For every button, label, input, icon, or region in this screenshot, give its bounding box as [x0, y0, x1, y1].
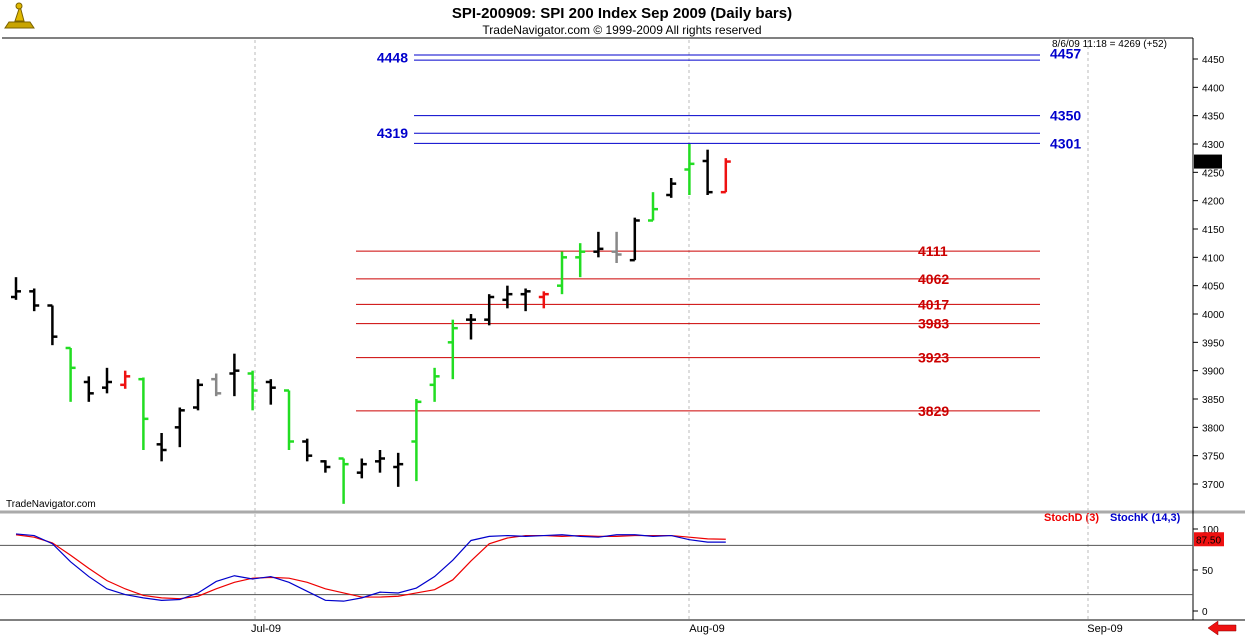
stoch-y-tick-label: 50 — [1202, 566, 1214, 577]
y-tick-label: 3700 — [1202, 480, 1225, 491]
y-tick-label: 4150 — [1202, 225, 1225, 236]
support-label: 4062 — [918, 271, 949, 287]
y-tick-label: 4450 — [1202, 55, 1225, 66]
copyright-subtitle: TradeNavigator.com © 1999-2009 All right… — [482, 23, 761, 37]
y-tick-label: 4400 — [1202, 83, 1225, 94]
support-label: 4017 — [918, 296, 949, 312]
last-quote-readout: 8/6/09 11:18 = 4269 (+52) — [1052, 39, 1167, 50]
stoch-last-value-flag — [1194, 532, 1224, 547]
stoch-y-tick-label: 0 — [1202, 607, 1208, 618]
y-tick-label: 4100 — [1202, 253, 1225, 264]
stochk-legend: StochK (14,3) — [1110, 512, 1181, 524]
y-tick-label: 4250 — [1202, 168, 1225, 179]
stochk-line — [15, 533, 726, 602]
y-tick-label: 3900 — [1202, 367, 1225, 378]
scroll-left-arrow-icon[interactable] — [1207, 620, 1237, 636]
x-tick-label-aug: Aug-09 — [689, 623, 724, 635]
stochd-legend: StochD (3) — [1044, 512, 1099, 524]
tradenavigator-logo-icon[interactable] — [4, 2, 35, 29]
y-tick-label: 3950 — [1202, 338, 1225, 349]
last-price-label: 4269 — [1196, 158, 1219, 169]
y-tick-label: 4050 — [1202, 282, 1225, 293]
stoch-last-value-label: 87.50 — [1196, 535, 1221, 546]
resistance-label-right: 4457 — [1050, 46, 1081, 62]
resistance-label-left: 4319 — [377, 125, 408, 141]
resistance-label-left: 4448 — [377, 50, 408, 66]
watermark-text: TradeNavigator.com — [6, 499, 96, 510]
x-tick-label-jul: Jul-09 — [251, 623, 281, 635]
stoch-y-tick-label: 100 — [1202, 525, 1219, 536]
y-tick-label: 3850 — [1202, 395, 1225, 406]
chart-title: SPI-200909: SPI 200 Index Sep 2009 (Dail… — [452, 5, 792, 22]
y-tick-label: 3800 — [1202, 423, 1225, 434]
support-label: 3829 — [918, 403, 949, 419]
y-tick-label: 4300 — [1202, 140, 1225, 151]
y-tick-label: 4200 — [1202, 197, 1225, 208]
last-price-flag — [1194, 154, 1222, 169]
y-tick-label: 4350 — [1202, 112, 1225, 123]
resistance-label-right: 4350 — [1050, 108, 1081, 124]
y-tick-label: 4000 — [1202, 310, 1225, 321]
resistance-label-right: 4301 — [1050, 135, 1081, 151]
support-label: 3923 — [918, 350, 949, 366]
support-label: 3983 — [918, 316, 949, 332]
x-tick-label-sep: Sep-09 — [1087, 623, 1122, 635]
y-tick-label: 3750 — [1202, 452, 1225, 463]
support-label: 4111 — [918, 243, 948, 259]
